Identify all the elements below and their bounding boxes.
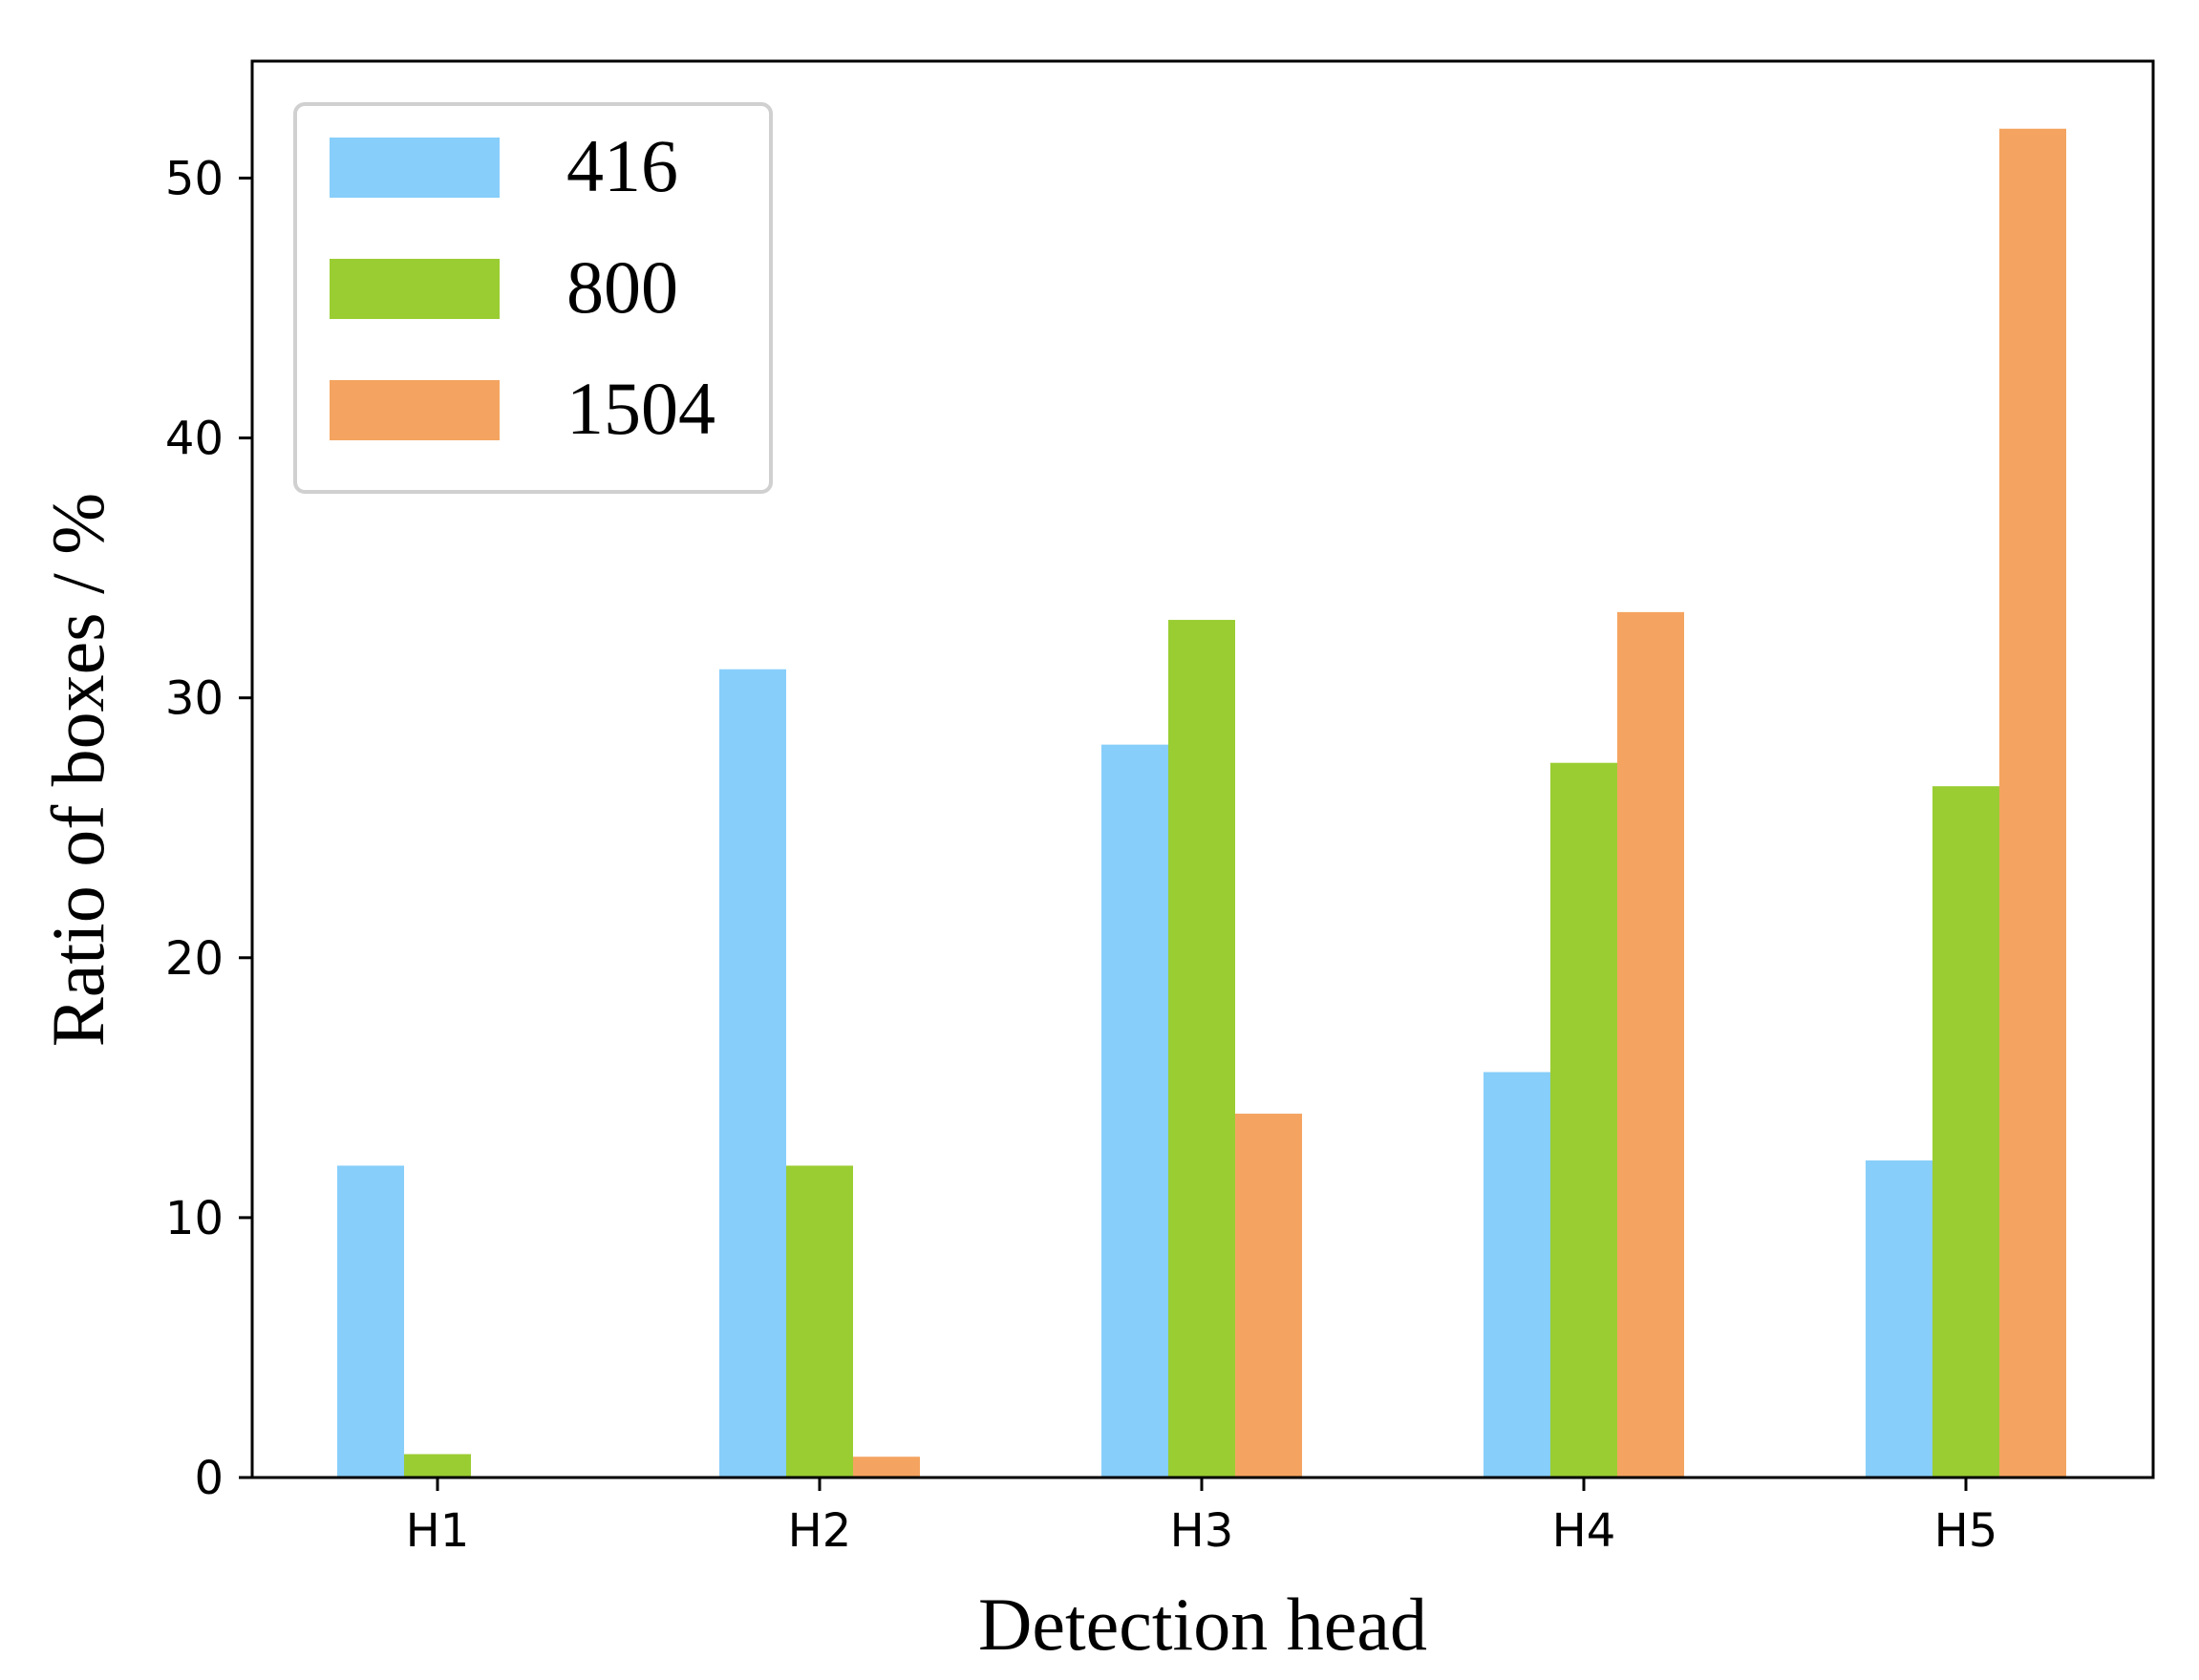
- y-tick-label: 50: [165, 152, 224, 205]
- x-tick-label: H2: [788, 1504, 852, 1558]
- y-tick-label: 30: [165, 672, 224, 726]
- y-tick-label: 10: [165, 1192, 224, 1245]
- bar-h5-series-0: [1866, 1160, 1932, 1478]
- bar-h3-series-2: [1235, 1114, 1302, 1478]
- legend-swatch: [330, 138, 500, 198]
- legend-label: 800: [566, 245, 678, 329]
- bar-h2-series-1: [786, 1165, 853, 1478]
- bars-layer: [337, 128, 2066, 1478]
- plot-frame: [250, 59, 2155, 1479]
- x-tick-label: H4: [1552, 1504, 1616, 1558]
- y-axis-label: Ratio of boxes / %: [36, 493, 119, 1048]
- axes-layer: H1 H2 H3 H4 H5 0 10 20 30 40 50: [165, 152, 1997, 1558]
- bar-h2-series-2: [853, 1457, 920, 1478]
- legend-label: 1504: [566, 367, 715, 450]
- x-tick-label: H3: [1170, 1504, 1234, 1558]
- bar-h4-series-1: [1550, 762, 1617, 1478]
- bar-h4-series-0: [1484, 1072, 1550, 1478]
- y-tick-label: 20: [165, 932, 224, 986]
- bar-h5-series-1: [1932, 786, 1999, 1478]
- bar-h4-series-2: [1617, 611, 1684, 1478]
- bar-h2-series-0: [719, 669, 786, 1478]
- legend-label: 416: [566, 124, 678, 207]
- x-tick-label: H5: [1934, 1504, 1998, 1558]
- x-tick-label: H1: [406, 1504, 470, 1558]
- y-tick-label: 40: [165, 413, 224, 466]
- bar-h1-series-1: [404, 1454, 471, 1478]
- legend: 416 800 1504: [293, 102, 773, 494]
- bar-h1-series-0: [337, 1165, 404, 1478]
- bar-h3-series-1: [1168, 620, 1235, 1478]
- legend-swatch: [330, 380, 500, 440]
- x-axis-label: Detection head: [978, 1583, 1427, 1666]
- bar-h5-series-2: [1999, 128, 2066, 1478]
- y-tick-label: 0: [194, 1452, 224, 1505]
- legend-swatch: [330, 259, 500, 319]
- bar-h3-series-0: [1101, 744, 1168, 1478]
